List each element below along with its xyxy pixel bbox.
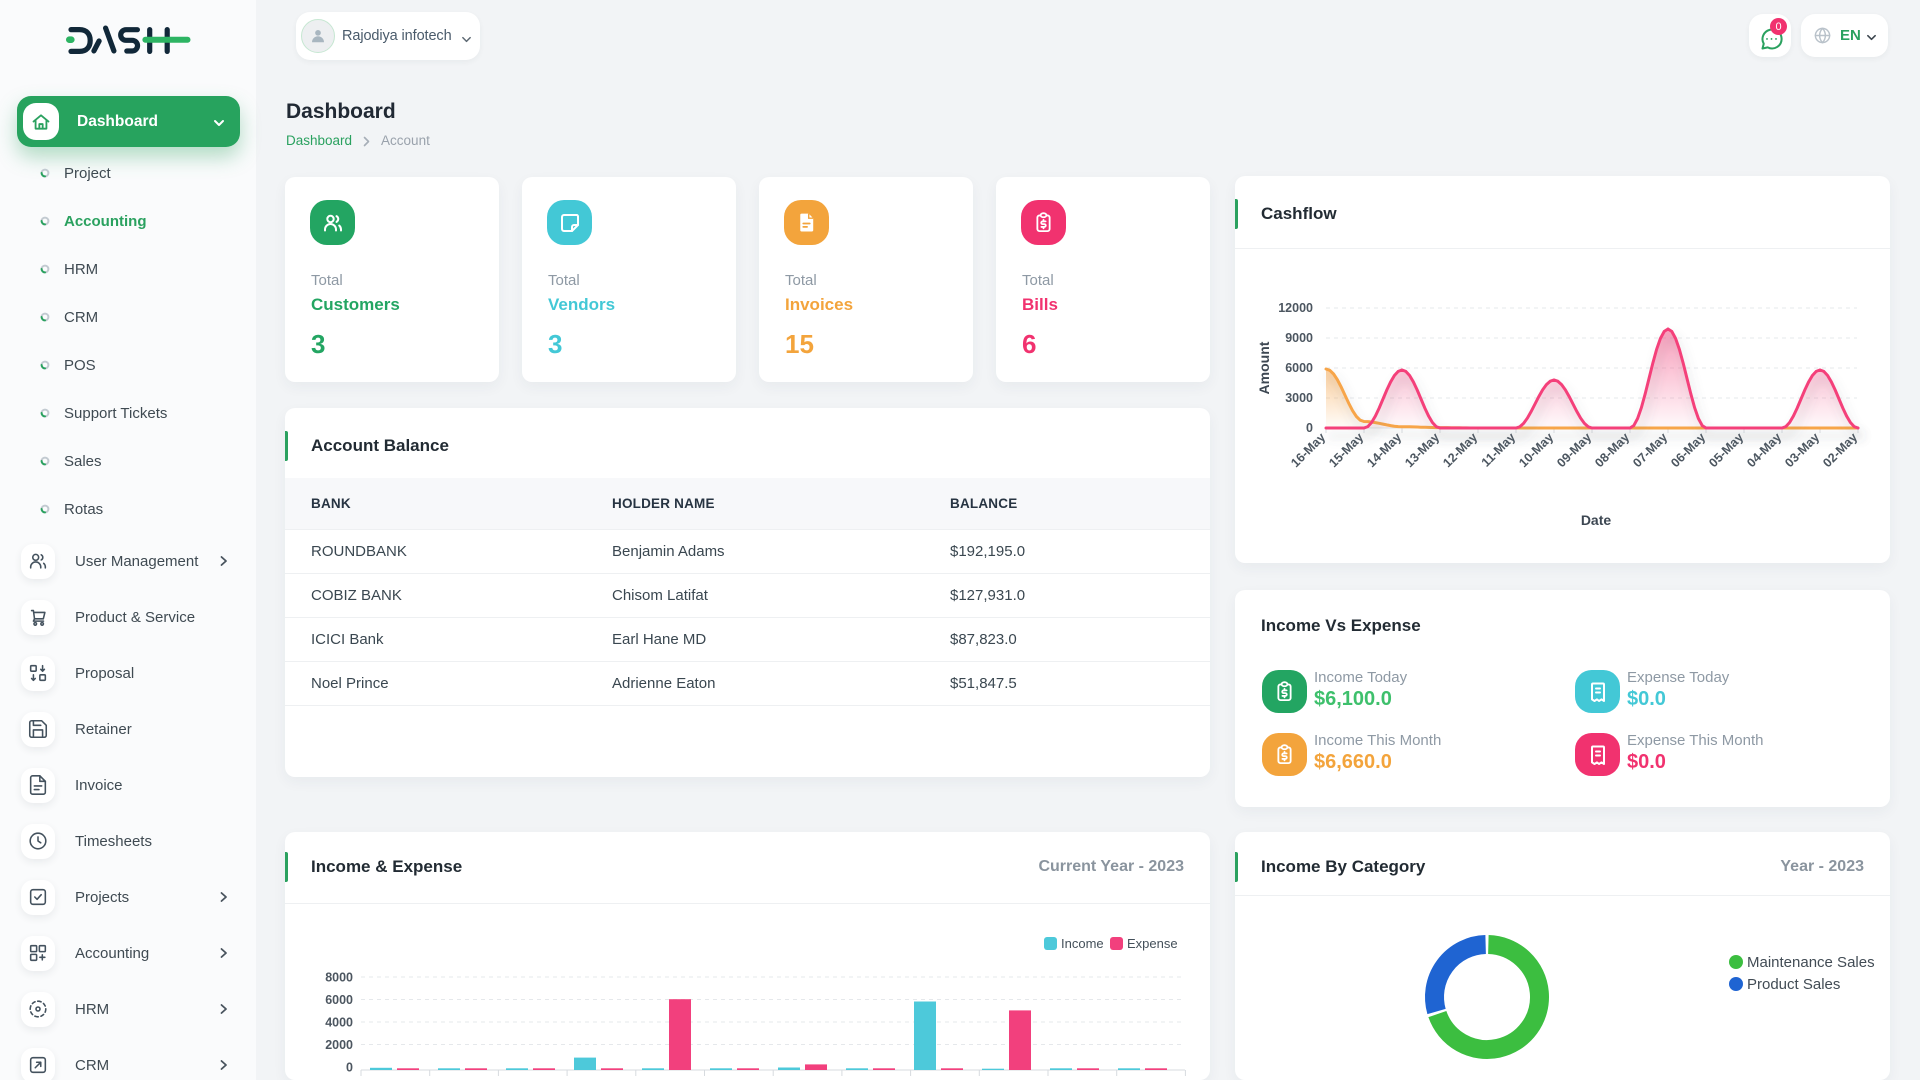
svg-text:Income: Income (1061, 936, 1104, 951)
svg-text:02-May: 02-May (1820, 430, 1860, 470)
svg-text:Amount: Amount (1256, 341, 1272, 394)
svg-text:6000: 6000 (325, 993, 353, 1007)
svg-text:4000: 4000 (325, 1016, 353, 1030)
svg-text:10-May: 10-May (1516, 430, 1556, 470)
svg-text:Product Sales: Product Sales (1747, 976, 1840, 993)
svg-text:3000: 3000 (1285, 391, 1313, 405)
svg-text:0: 0 (346, 1061, 353, 1075)
svg-text:Date: Date (1581, 512, 1612, 528)
svg-text:16-May: 16-May (1288, 430, 1328, 470)
svg-text:6000: 6000 (1285, 361, 1313, 375)
svg-text:08-May: 08-May (1592, 430, 1632, 470)
svg-text:9000: 9000 (1285, 331, 1313, 345)
svg-text:Expense: Expense (1127, 936, 1178, 951)
svg-text:13-May: 13-May (1402, 430, 1442, 470)
svg-text:04-May: 04-May (1744, 430, 1784, 470)
svg-text:03-May: 03-May (1782, 430, 1822, 470)
svg-text:12-May: 12-May (1440, 430, 1480, 470)
svg-text:05-May: 05-May (1706, 430, 1746, 470)
svg-text:11-May: 11-May (1479, 430, 1518, 469)
svg-text:8000: 8000 (325, 971, 353, 985)
svg-text:0: 0 (1306, 421, 1313, 435)
svg-text:15-May: 15-May (1326, 430, 1366, 470)
svg-text:2000: 2000 (325, 1038, 353, 1052)
svg-text:Maintenance Sales: Maintenance Sales (1747, 954, 1875, 971)
svg-text:09-May: 09-May (1554, 430, 1594, 470)
svg-text:06-May: 06-May (1668, 430, 1708, 470)
svg-text:07-May: 07-May (1630, 430, 1670, 470)
svg-text:14-May: 14-May (1364, 430, 1404, 470)
svg-text:12000: 12000 (1278, 301, 1313, 315)
